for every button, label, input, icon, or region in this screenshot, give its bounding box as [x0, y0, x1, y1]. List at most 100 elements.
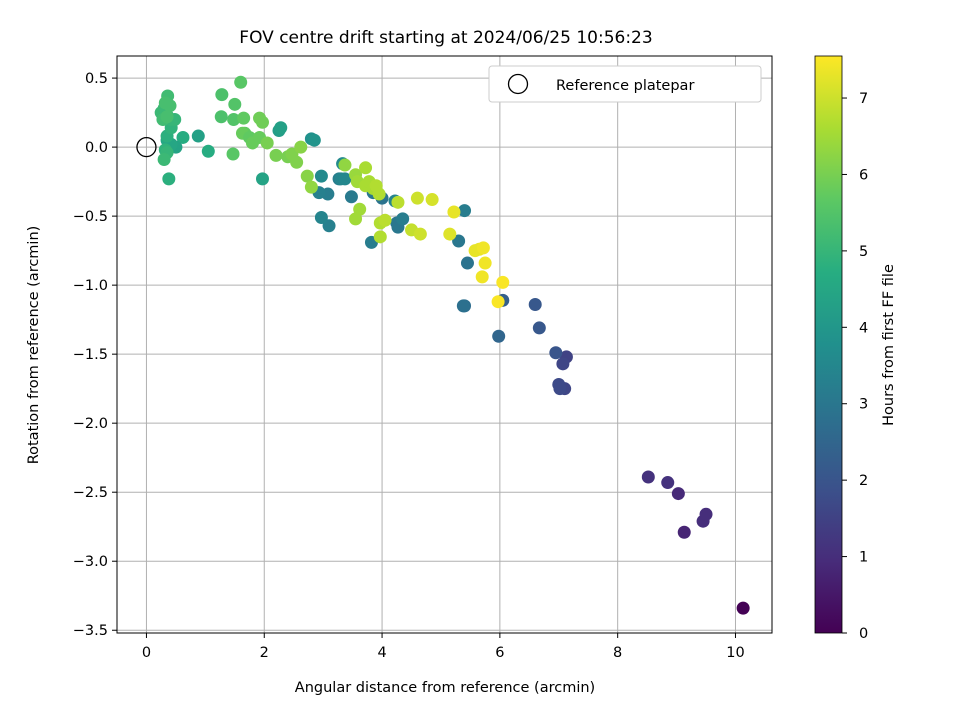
data-point: [425, 193, 439, 207]
y-tick-label: −2.0: [73, 416, 108, 432]
data-point: [553, 382, 567, 396]
data-point: [528, 297, 542, 311]
scatter-points: [154, 75, 750, 615]
data-point: [443, 227, 457, 241]
colorbar-tick-label: 2: [859, 473, 868, 489]
data-point: [359, 161, 373, 175]
colorbar-tick-label: 6: [859, 167, 868, 183]
y-tick-label: 0.0: [85, 140, 108, 156]
data-point: [314, 169, 328, 183]
colorbar-tick-label: 4: [859, 320, 868, 336]
data-point: [237, 111, 251, 125]
data-point: [491, 295, 505, 309]
chart-legend: Reference platepar: [488, 65, 762, 103]
colorbar-tick-label: 7: [859, 91, 868, 107]
data-point: [158, 96, 172, 110]
data-point: [549, 346, 563, 360]
y-axis-ticks: 0.5 0.0 −0.5 −1.0 −1.5 −2.0 −2.5 −3.0 −3.5: [73, 71, 117, 639]
data-point: [300, 169, 314, 183]
colorbar-tick-label: 0: [859, 626, 868, 642]
reference-marker-layer: [136, 136, 157, 158]
data-point: [201, 144, 215, 158]
legend-label-reference-platepar: Reference platepar: [556, 78, 694, 94]
x-tick-label: 4: [377, 645, 386, 661]
data-point: [191, 129, 205, 143]
chart-title: FOV centre drift starting at 2024/06/25 …: [239, 28, 652, 48]
data-point: [396, 212, 410, 226]
x-tick-label: 8: [613, 645, 622, 661]
data-point: [215, 88, 229, 102]
data-point: [338, 172, 352, 186]
y-tick-label: −2.5: [73, 485, 108, 501]
data-point: [255, 172, 269, 186]
data-point: [294, 140, 308, 154]
data-point: [307, 133, 321, 147]
colorbar-ticks: 0 1 2 3 4 5 6 7: [842, 91, 868, 642]
data-point: [452, 234, 466, 248]
data-point: [176, 130, 190, 144]
data-point: [736, 601, 750, 615]
y-tick-label: −1.0: [73, 278, 108, 294]
data-point: [304, 180, 318, 194]
data-point: [447, 205, 461, 219]
colorbar-label: Hours from first FF file: [881, 264, 897, 426]
x-axis-label: Angular distance from reference (arcmin): [295, 680, 595, 696]
y-tick-label: 0.5: [85, 71, 108, 87]
colorbar: 0 1 2 3 4 5 6 7 Hours from first FF file: [814, 55, 897, 642]
data-point: [234, 75, 248, 89]
data-point: [373, 230, 387, 244]
data-point: [671, 487, 685, 501]
data-point: [475, 270, 489, 284]
legend-box: [488, 65, 762, 103]
data-point: [456, 299, 470, 313]
plot-axes: [116, 55, 773, 634]
data-point: [476, 241, 490, 255]
colorbar-tick-label: 5: [859, 244, 868, 260]
data-point: [260, 136, 274, 150]
data-point: [410, 191, 424, 205]
data-point: [160, 110, 174, 124]
data-point: [162, 172, 176, 186]
data-point: [413, 227, 427, 241]
data-point: [661, 476, 675, 490]
data-point: [322, 219, 336, 233]
data-point: [391, 195, 405, 209]
data-point: [226, 147, 240, 161]
data-point: [378, 213, 392, 227]
data-point: [556, 357, 570, 371]
data-point: [214, 110, 228, 124]
legend-open-circle-marker: [507, 73, 529, 95]
plot-frame: [116, 55, 773, 634]
x-axis-ticks: 0 2 4 6 8 10: [142, 633, 745, 661]
data-point: [338, 158, 352, 172]
data-point: [458, 204, 472, 218]
data-point: [253, 111, 267, 125]
data-point: [314, 211, 328, 225]
x-tick-label: 6: [495, 645, 504, 661]
data-point: [372, 187, 386, 201]
data-point: [699, 507, 713, 521]
y-tick-label: −3.0: [73, 554, 108, 570]
data-point: [274, 121, 288, 135]
colorbar-tick-label: 1: [859, 550, 868, 566]
y-tick-label: −1.5: [73, 347, 108, 363]
x-tick-label: 0: [142, 645, 151, 661]
data-point: [496, 275, 510, 289]
y-tick-label: −0.5: [73, 209, 108, 225]
data-point: [460, 256, 474, 270]
colorbar-tick-label: 3: [859, 397, 868, 413]
colorbar-gradient: [814, 55, 843, 634]
data-point: [290, 155, 304, 169]
data-point: [532, 321, 546, 335]
data-point: [344, 190, 358, 204]
data-point: [157, 153, 171, 167]
data-point: [492, 329, 506, 343]
data-point: [349, 212, 363, 226]
data-point: [269, 148, 283, 162]
data-point: [227, 112, 241, 126]
x-tick-label: 2: [260, 645, 269, 661]
data-point: [228, 97, 242, 111]
x-tick-label: 10: [726, 645, 744, 661]
data-point: [641, 470, 655, 484]
